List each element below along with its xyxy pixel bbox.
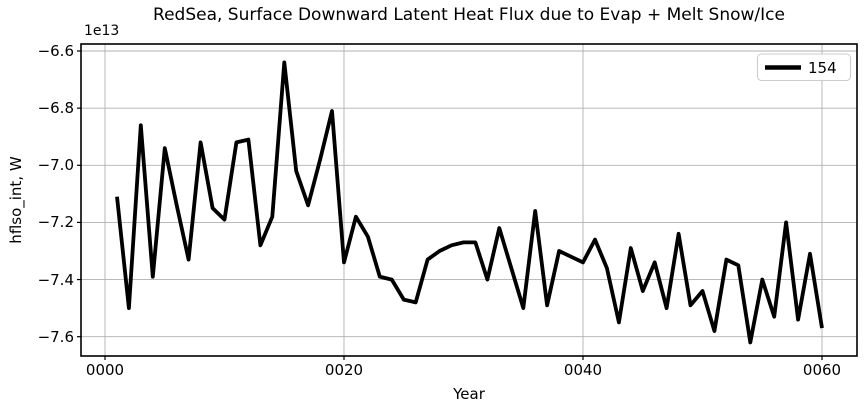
x-tick-label: 0020	[324, 361, 364, 379]
y-tick-label: −7.0	[37, 156, 74, 175]
data-line-series-154	[115, 60, 824, 345]
axes-spine	[80, 43, 858, 357]
chart-title: RedSea, Surface Downward Latent Heat Flu…	[153, 5, 785, 25]
y-tick-label: −6.8	[37, 99, 74, 118]
y-tick-label: −7.2	[37, 213, 74, 232]
y-tick-label: −7.4	[37, 270, 74, 289]
x-tick-label: 0040	[563, 361, 603, 379]
x-tick-label: 0060	[802, 361, 842, 379]
y-tick-label: −6.6	[37, 42, 74, 60]
y-tick-label: −7.6	[37, 327, 74, 346]
legend-box	[756, 53, 852, 82]
y-axis-offset-text: 1e13	[84, 23, 120, 39]
x-tick-label: 0000	[85, 361, 125, 379]
legend-entry-label: 154	[808, 59, 837, 77]
x-axis-label: Year	[453, 385, 485, 403]
